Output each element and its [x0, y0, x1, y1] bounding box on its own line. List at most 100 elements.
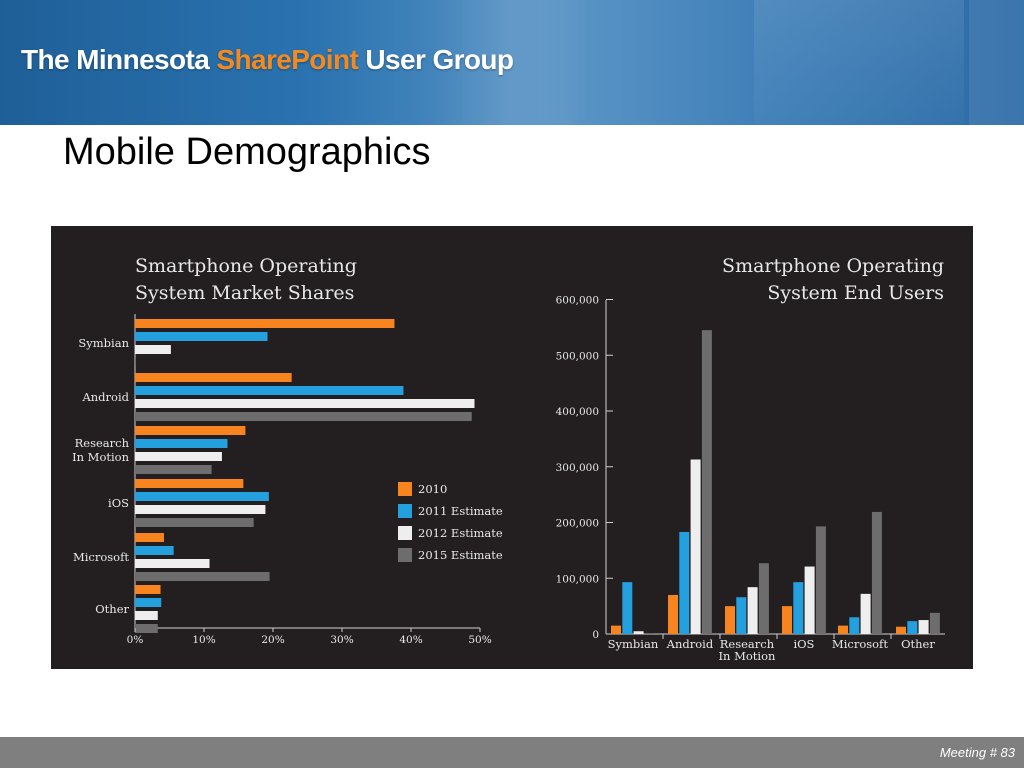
category-label: Symbian — [78, 336, 129, 350]
category-label: iOS — [793, 637, 814, 651]
bar-share-4-2 — [135, 559, 210, 568]
left-chart-title: Smartphone Operating — [135, 255, 357, 277]
bar-share-2-1 — [135, 439, 228, 448]
y-tick-label: 300,000 — [556, 462, 599, 474]
x-tick-label: 50% — [468, 634, 491, 646]
bar-share-3-3 — [135, 518, 254, 527]
bar-share-5-0 — [135, 585, 161, 594]
bar-share-5-3 — [135, 624, 158, 633]
bar-share-1-3 — [135, 412, 472, 421]
group-title-part1: The Minnesota — [21, 44, 217, 75]
x-tick-label: 30% — [330, 634, 353, 646]
y-tick-label: 0 — [592, 629, 599, 641]
y-tick-label: 100,000 — [556, 573, 599, 585]
bar-share-0-0 — [135, 319, 395, 328]
category-label: In Motion — [72, 450, 130, 464]
bar-users-0-3 — [644, 633, 655, 634]
bar-share-3-1 — [135, 492, 269, 501]
legend-label: 2015 Estimate — [418, 548, 503, 562]
bar-share-3-2 — [135, 505, 266, 514]
bar-users-4-1 — [849, 617, 860, 634]
category-label: In Motion — [718, 649, 776, 663]
bar-users-1-2 — [690, 459, 701, 634]
header-banner: The Minnesota SharePoint User Group — [0, 0, 1024, 125]
left-chart-title: System Market Shares — [135, 282, 354, 304]
legend-label: 2011 Estimate — [418, 504, 503, 518]
bar-share-5-2 — [135, 611, 158, 620]
bar-share-0-1 — [135, 332, 268, 341]
bar-users-0-1 — [622, 582, 633, 634]
banner-decoration — [969, 0, 1024, 125]
bar-users-1-3 — [701, 330, 712, 634]
bar-users-3-1 — [793, 582, 804, 634]
legend-swatch — [398, 482, 412, 496]
bar-share-1-0 — [135, 373, 292, 382]
bar-users-2-2 — [747, 587, 758, 634]
bar-share-2-3 — [135, 465, 212, 474]
bar-users-2-3 — [758, 563, 769, 634]
bar-users-2-0 — [725, 606, 735, 634]
meeting-number: Meeting # 83 — [939, 745, 1015, 760]
group-title-accent: SharePoint — [216, 44, 359, 75]
y-tick-label: 400,000 — [556, 406, 599, 418]
legend-label: 2012 Estimate — [418, 526, 503, 540]
bar-users-5-3 — [929, 612, 940, 634]
category-label: Other — [95, 602, 129, 616]
bar-users-4-0 — [838, 625, 848, 634]
category-label: Microsoft — [832, 637, 888, 651]
bar-users-3-3 — [815, 526, 826, 634]
x-tick-label: 0% — [127, 634, 144, 646]
category-label: Android — [666, 637, 714, 651]
bar-share-0-2 — [135, 345, 171, 354]
x-tick-label: 20% — [261, 634, 284, 646]
bar-share-2-0 — [135, 426, 246, 435]
group-title: The Minnesota SharePoint User Group — [21, 44, 514, 76]
banner-decoration — [754, 0, 964, 125]
category-label: Symbian — [608, 637, 659, 651]
bar-users-5-2 — [918, 620, 929, 634]
bar-share-5-1 — [135, 598, 162, 607]
bar-users-1-0 — [668, 594, 678, 634]
bar-users-1-1 — [679, 531, 690, 634]
bar-users-0-0 — [611, 625, 621, 634]
x-tick-label: 40% — [399, 634, 422, 646]
y-tick-label: 500,000 — [556, 350, 599, 362]
bar-share-4-1 — [135, 546, 174, 555]
right-chart-title: Smartphone Operating — [722, 255, 944, 277]
group-title-part2: User Group — [358, 44, 514, 75]
bar-users-2-1 — [736, 597, 747, 634]
category-label: Other — [901, 637, 935, 651]
bar-users-4-2 — [860, 593, 871, 634]
category-label: Research — [720, 637, 775, 651]
footer-bar: Meeting # 83 — [0, 737, 1024, 768]
category-label: Android — [81, 390, 129, 404]
charts-svg: Smartphone Operating System Market Shares… — [72, 255, 945, 663]
x-tick-label: 10% — [192, 634, 215, 646]
bar-share-3-0 — [135, 479, 244, 488]
bar-users-5-0 — [896, 626, 906, 634]
bar-users-3-0 — [782, 606, 792, 634]
bar-share-1-1 — [135, 386, 404, 395]
y-tick-label: 600,000 — [556, 295, 599, 307]
right-chart-title: System End Users — [767, 282, 944, 304]
legend-swatch — [398, 548, 412, 562]
chart-panel: Smartphone Operating System Market Shares… — [51, 226, 973, 669]
category-label: iOS — [108, 496, 129, 510]
banner-decoration — [430, 0, 590, 125]
bar-share-4-0 — [135, 533, 164, 542]
bar-share-0-3 — [135, 358, 136, 367]
category-label: Research — [75, 436, 130, 450]
legend-swatch — [398, 504, 412, 518]
slide-title: Mobile Demographics — [63, 131, 431, 173]
bar-users-5-1 — [907, 621, 918, 634]
category-label: Microsoft — [73, 550, 129, 564]
y-tick-label: 200,000 — [556, 518, 599, 530]
legend-swatch — [398, 526, 412, 540]
bar-share-1-2 — [135, 399, 475, 408]
bar-users-0-2 — [633, 631, 644, 634]
bar-users-3-2 — [804, 566, 815, 634]
legend-label: 2010 — [418, 482, 447, 496]
bar-share-4-3 — [135, 572, 270, 581]
bar-share-2-2 — [135, 452, 222, 461]
bar-users-4-3 — [871, 511, 882, 634]
